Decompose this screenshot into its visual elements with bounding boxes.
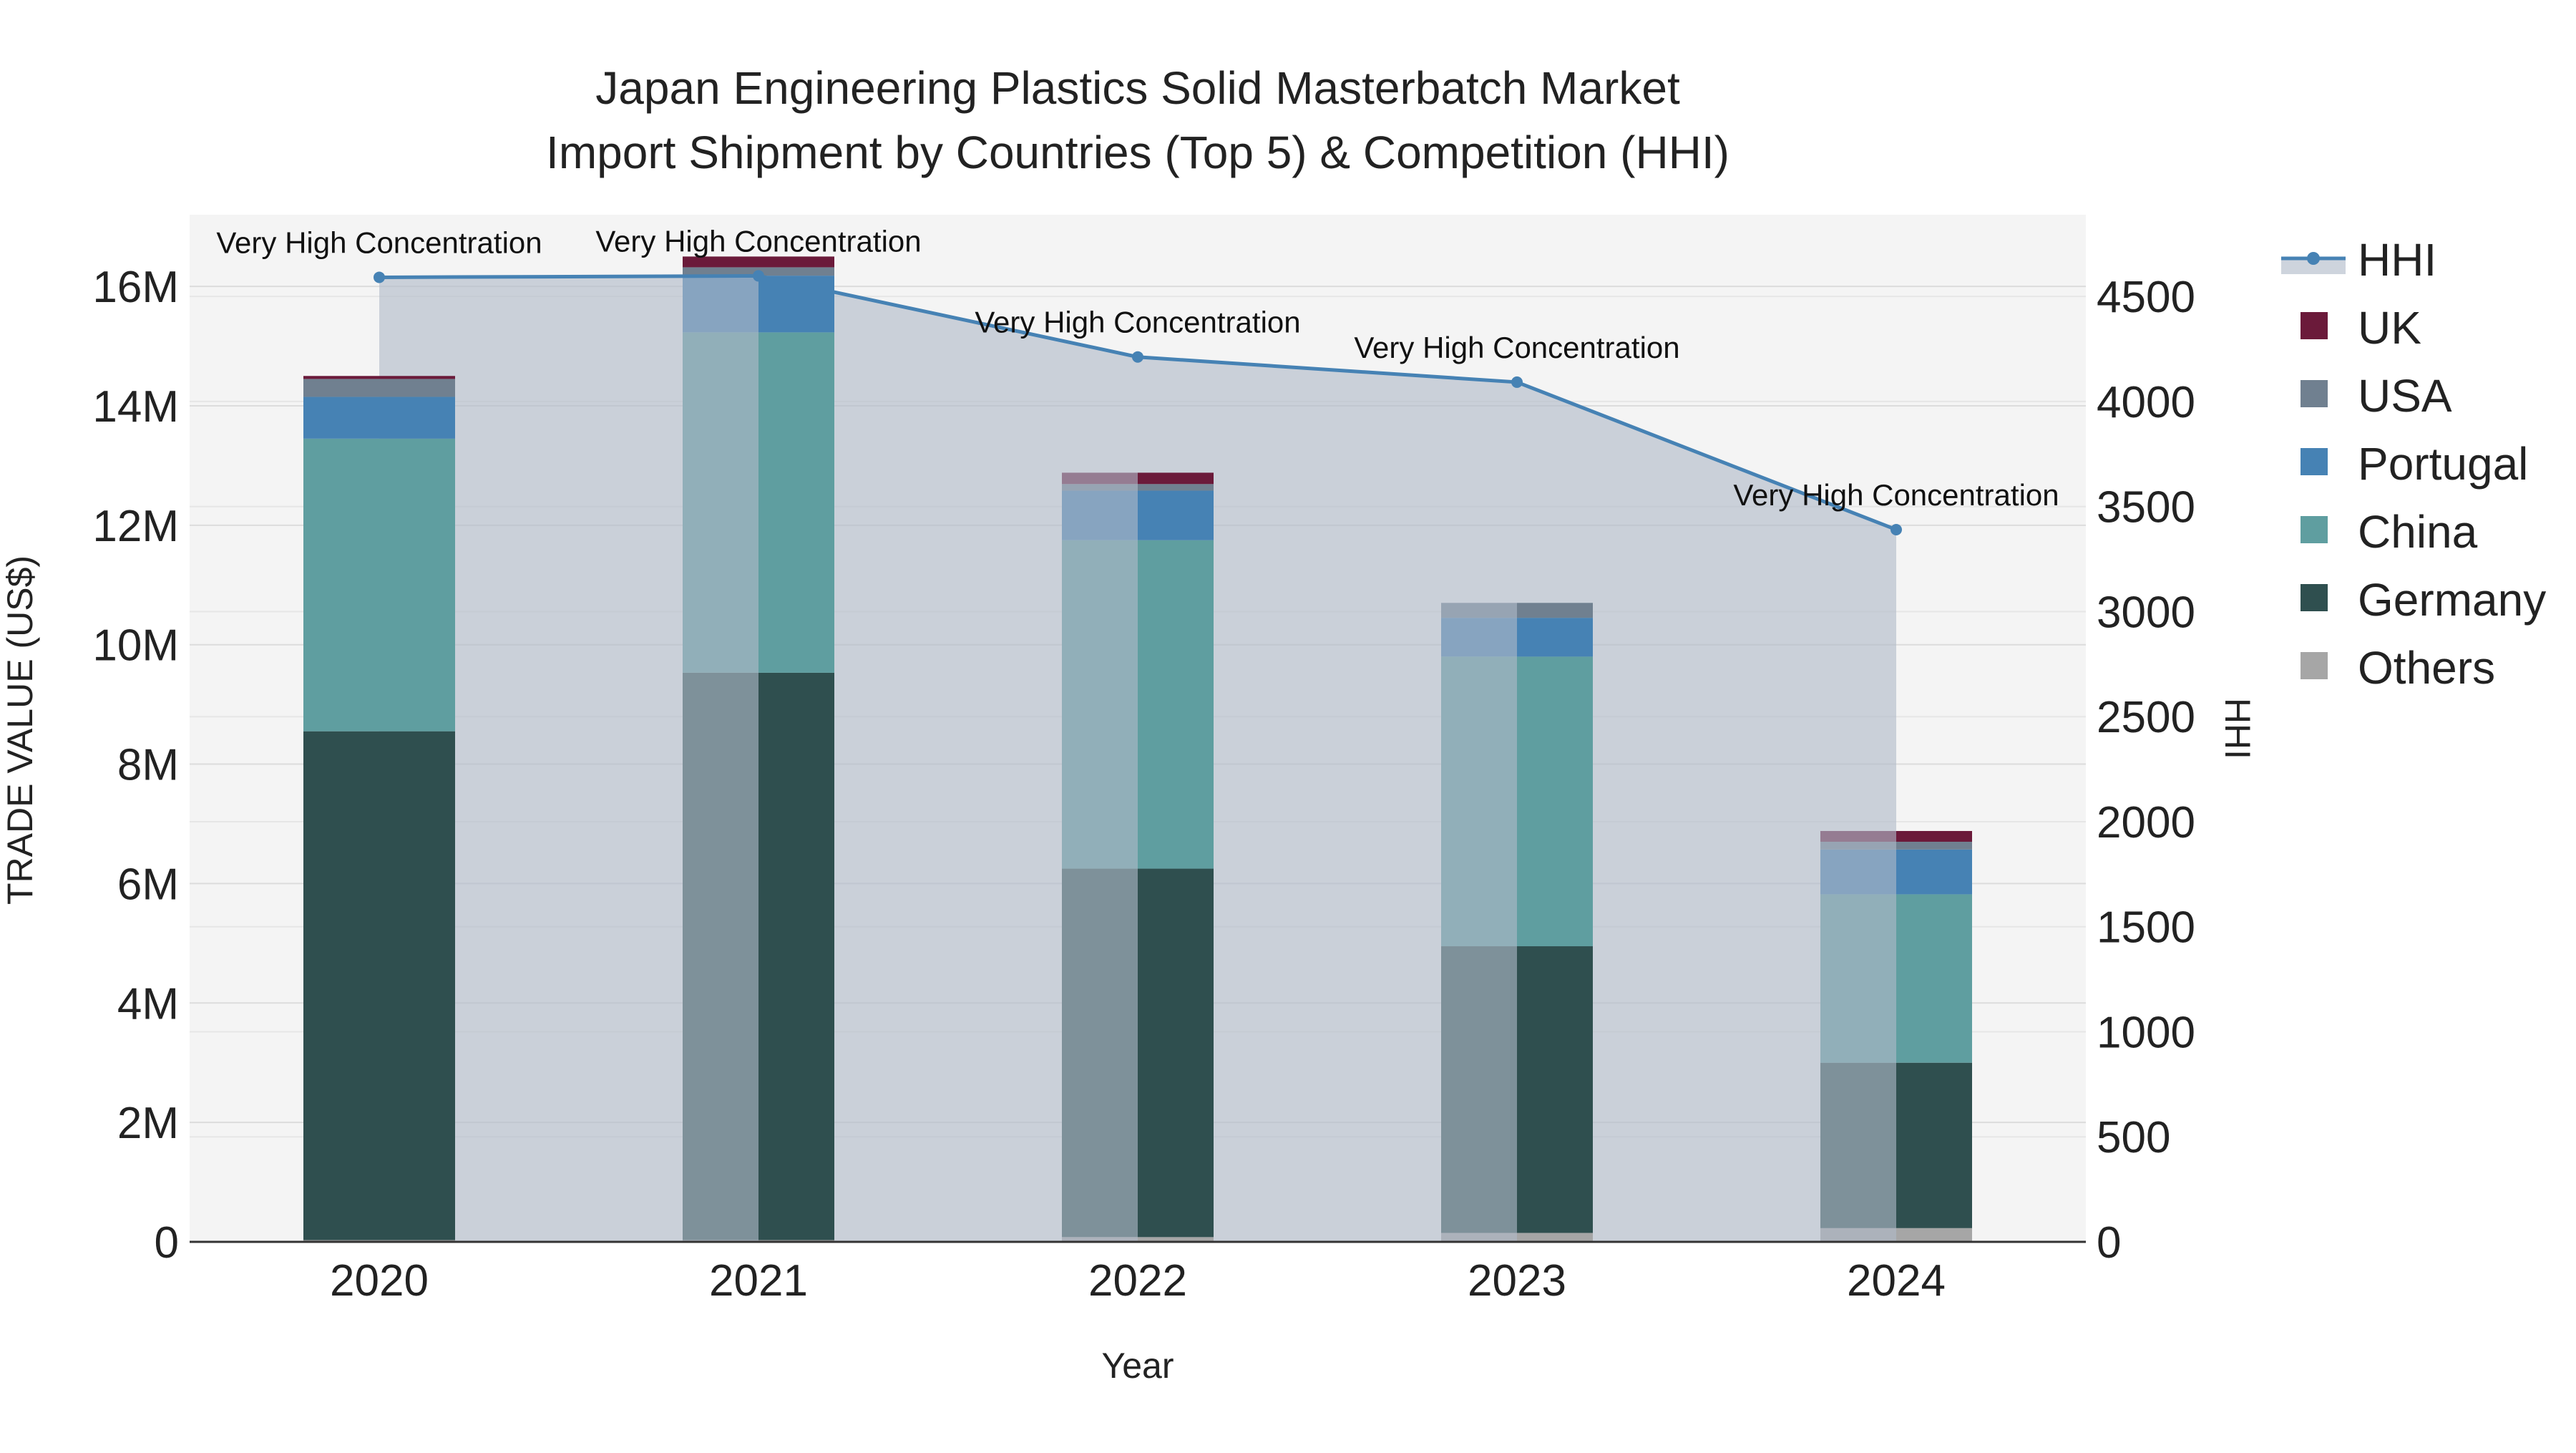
hhi-annotation: Very High Concentration xyxy=(1733,478,2059,512)
bar-portugal-2020 xyxy=(303,397,379,439)
legend: HHI UK USA Portugal China Germany Others xyxy=(2281,234,2546,694)
hhi-marker-2021 xyxy=(753,270,764,282)
bar-germany-2022-right xyxy=(1138,868,1214,1238)
hhi-annotation: Very High Concentration xyxy=(975,306,1300,339)
y2-tick-label: 3500 xyxy=(2097,483,2195,533)
y-tick-label: 12M xyxy=(92,502,179,551)
y2-axis-ticks: 0 500 1000 1500 2000 2500 3000 3500 4000 4500 xyxy=(2097,273,2195,1268)
chart-title-line1: Japan Engineering Plastics Solid Masterb… xyxy=(595,62,1680,114)
hhi-annotation: Very High Concentration xyxy=(595,224,921,258)
bar-uk-2022-right xyxy=(1138,472,1214,485)
bar-portugal-2023-right xyxy=(1517,618,1593,657)
bar-usa-2020-right xyxy=(379,379,455,397)
hhi-marker-2022 xyxy=(1132,351,1143,363)
hhi-marker-2024 xyxy=(1890,523,1902,535)
x-axis-title: Year xyxy=(1101,1346,1174,1386)
x-tick-label: 2023 xyxy=(1468,1256,1566,1306)
legend-label-others: Others xyxy=(2358,642,2495,694)
y-tick-label: 4M xyxy=(117,979,179,1029)
bar-usa-2021 xyxy=(683,267,758,276)
hhi-marker-2023 xyxy=(1511,376,1523,388)
y-axis-title: TRADE VALUE (US$) xyxy=(0,555,40,905)
bar-usa-2020 xyxy=(303,379,379,397)
y-tick-label: 2M xyxy=(117,1099,179,1148)
bar-germany-2021-right xyxy=(758,672,834,1240)
x-tick-label: 2021 xyxy=(709,1256,808,1306)
y2-tick-label: 1500 xyxy=(2097,903,2195,953)
legend-label-usa: USA xyxy=(2358,370,2452,422)
bar-germany-2020-right xyxy=(379,731,455,1240)
bar-uk-2021-right xyxy=(758,256,834,268)
bar-china-2022-right xyxy=(1138,540,1214,869)
x-tick-label: 2020 xyxy=(330,1256,429,1306)
hhi-annotations: Very High Concentration Very High Concent… xyxy=(216,224,2059,512)
bar-germany-2023-right xyxy=(1517,946,1593,1233)
legend-label-china: China xyxy=(2358,506,2478,558)
y2-tick-label: 2000 xyxy=(2097,798,2195,847)
y-axis-ticks: 0 2M 4M 6M 8M 10M 12M 14M 16M xyxy=(92,263,179,1268)
legend-label-germany: Germany xyxy=(2358,574,2546,626)
bar-germany-2020 xyxy=(303,731,379,1240)
bar-others-2023-right xyxy=(1517,1233,1593,1242)
legend-label-portugal: Portugal xyxy=(2358,438,2528,490)
y-tick-label: 10M xyxy=(92,621,179,671)
hhi-line-group xyxy=(374,270,1902,535)
legend-swatch-hhi-marker xyxy=(2307,252,2320,265)
legend-label-hhi: HHI xyxy=(2358,234,2436,286)
legend-swatch-germany xyxy=(2301,584,2328,611)
bar-china-2020 xyxy=(303,438,379,732)
y-tick-label: 14M xyxy=(92,382,179,432)
y2-tick-label: 3000 xyxy=(2097,588,2195,637)
chart-title-line2: Import Shipment by Countries (Top 5) & C… xyxy=(546,127,1729,178)
bar-china-2020-right xyxy=(379,438,455,732)
y-tick-label: 6M xyxy=(117,860,179,909)
bar-china-2021-right xyxy=(758,332,834,673)
x-tick-label: 2022 xyxy=(1088,1256,1187,1306)
bar-portugal-2024-right xyxy=(1896,849,1972,895)
y2-tick-label: 1000 xyxy=(2097,1008,2195,1057)
y2-tick-label: 4000 xyxy=(2097,378,2195,427)
bar-china-2023-right xyxy=(1517,656,1593,947)
bar-uk-2021 xyxy=(683,256,758,268)
x-axis-ticks: 2020 2021 2022 2023 2024 xyxy=(330,1256,1946,1306)
bar-germany-2024-right xyxy=(1896,1062,1972,1228)
legend-swatch-uk xyxy=(2301,312,2328,339)
legend-swatch-portugal xyxy=(2301,448,2328,475)
legend-label-uk: UK xyxy=(2358,302,2421,354)
bar-usa-2021-right xyxy=(758,267,834,276)
bar-usa-2023-right xyxy=(1517,603,1593,618)
y-tick-label: 8M xyxy=(117,741,179,790)
hhi-annotation: Very High Concentration xyxy=(216,225,542,259)
bar-usa-2022-right xyxy=(1138,484,1214,491)
y2-tick-label: 500 xyxy=(2097,1113,2170,1162)
hhi-annotation: Very High Concentration xyxy=(1354,331,1679,364)
legend-swatch-china xyxy=(2301,516,2328,543)
y2-axis-title: HHI xyxy=(2218,698,2258,759)
y-tick-label: 16M xyxy=(92,263,179,312)
bar-usa-2024-right xyxy=(1896,842,1972,850)
hhi-marker-2020 xyxy=(374,271,385,283)
y2-tick-label: 0 xyxy=(2097,1218,2121,1268)
bar-others-2024-right xyxy=(1896,1228,1972,1242)
bar-china-2024-right xyxy=(1896,894,1972,1063)
bar-uk-2020-right xyxy=(379,376,455,379)
legend-swatch-hhi-area xyxy=(2281,258,2346,274)
bar-uk-2020 xyxy=(303,376,379,379)
bar-portugal-2020-right xyxy=(379,397,455,439)
y2-tick-label: 2500 xyxy=(2097,693,2195,742)
bar-others-2022-right xyxy=(1138,1237,1214,1242)
bars-front xyxy=(379,256,1972,1242)
bar-portugal-2022-right xyxy=(1138,490,1214,540)
x-tick-label: 2024 xyxy=(1847,1256,1946,1306)
y-tick-label: 0 xyxy=(155,1218,179,1268)
bar-uk-2024-right xyxy=(1896,831,1972,842)
legend-swatch-usa xyxy=(2301,380,2328,407)
legend-swatch-others xyxy=(2301,652,2328,679)
y2-tick-label: 4500 xyxy=(2097,273,2195,322)
